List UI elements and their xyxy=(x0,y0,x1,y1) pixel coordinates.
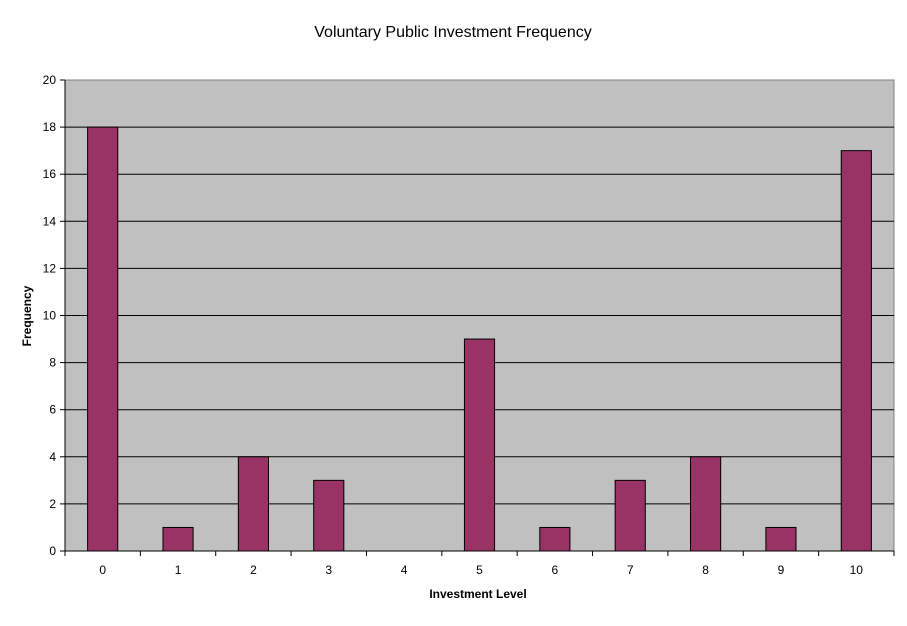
bar-7 xyxy=(614,479,646,552)
x-axis-title: Investment Level xyxy=(429,587,526,601)
x-tick-label: 3 xyxy=(325,563,332,577)
x-tick-labels: 0 1 2 3 4 5 6 7 8 9 10 xyxy=(99,563,863,577)
x-tick-label: 4 xyxy=(401,563,408,577)
y-tick-label: 8 xyxy=(49,356,56,370)
x-tick-label: 10 xyxy=(850,563,864,577)
bar-9 xyxy=(765,526,797,552)
y-tick-label: 20 xyxy=(43,73,57,87)
y-tick-label: 2 xyxy=(49,497,56,511)
gridlines xyxy=(65,126,894,505)
axes xyxy=(60,79,895,556)
y-tick-label: 16 xyxy=(43,167,57,181)
y-tick-label: 0 xyxy=(49,544,56,558)
x-tick-label: 7 xyxy=(627,563,634,577)
y-axis-title: Frequency xyxy=(20,285,34,346)
bar-8 xyxy=(690,456,722,552)
bar-1 xyxy=(162,526,194,552)
y-tick-label: 14 xyxy=(43,214,57,228)
y-tick-label: 6 xyxy=(49,403,56,417)
x-tick-label: 9 xyxy=(778,563,785,577)
x-tick-label: 8 xyxy=(702,563,709,577)
bar-6 xyxy=(539,526,571,552)
bar-0 xyxy=(87,126,119,552)
y-tick-labels: 0 2 4 6 8 10 12 14 16 18 20 xyxy=(43,73,57,558)
x-tick-label: 1 xyxy=(175,563,182,577)
x-tick-label: 2 xyxy=(250,563,257,577)
bar-10 xyxy=(840,150,872,552)
x-tick-label: 0 xyxy=(99,563,106,577)
bar-5 xyxy=(463,338,496,552)
bar-2 xyxy=(237,456,269,552)
y-tick-label: 4 xyxy=(49,450,56,464)
x-tick-label: 5 xyxy=(476,563,483,577)
bars xyxy=(87,126,872,552)
y-tick-label: 18 xyxy=(43,120,57,134)
x-tick-label: 6 xyxy=(552,563,559,577)
y-tick-label: 10 xyxy=(43,309,57,323)
chart-title: Voluntary Public Investment Frequency xyxy=(314,24,591,41)
bar-3 xyxy=(313,479,345,552)
y-tick-label: 12 xyxy=(43,261,57,275)
